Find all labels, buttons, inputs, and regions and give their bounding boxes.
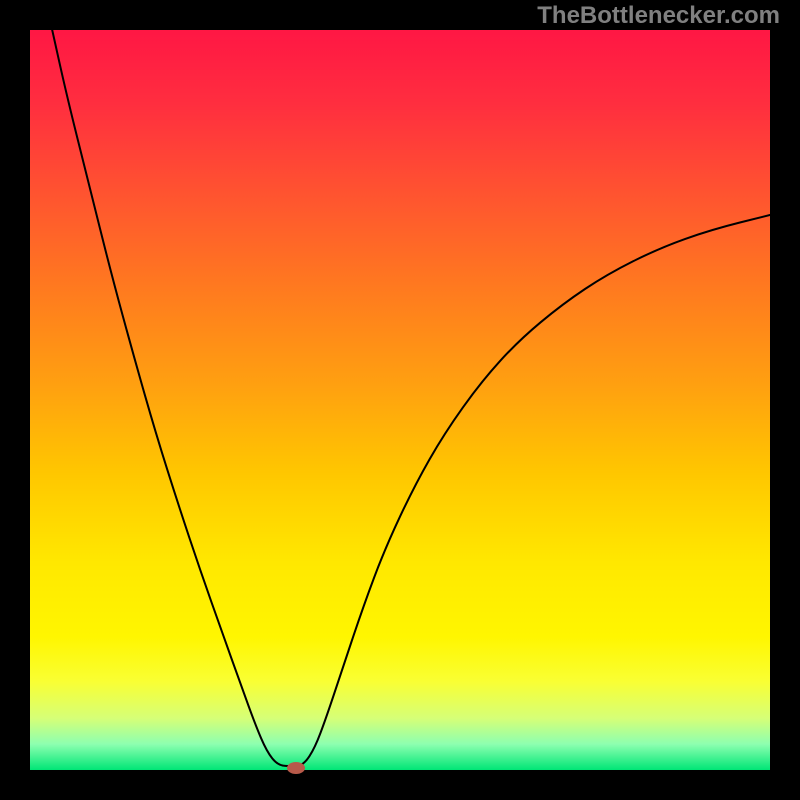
chart-curve bbox=[0, 0, 800, 800]
watermark-text: TheBottlenecker.com bbox=[537, 2, 780, 30]
optimal-point-marker bbox=[287, 762, 305, 774]
